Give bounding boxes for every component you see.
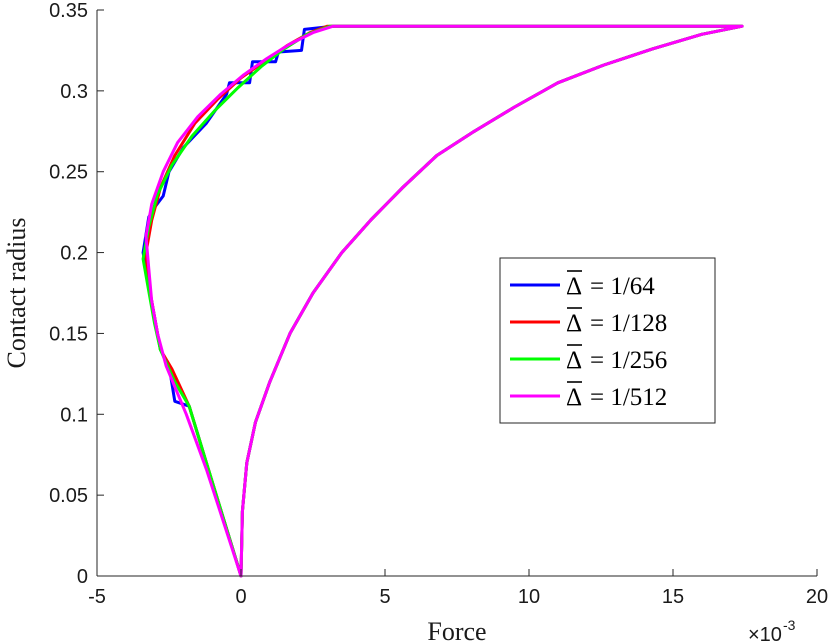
y-tick-label: 0.15 [49, 323, 88, 345]
y-tick-label: 0.3 [60, 81, 88, 103]
y-axis-title: Contact radius [2, 218, 31, 369]
series-line-4 [144, 24, 744, 578]
legend: Δ = 1/64 Δ = 1/128 Δ = 1/256 Δ = 1/512 [499, 257, 716, 424]
y-tick-label: 0.25 [49, 162, 88, 184]
axes-layer [96, 10, 817, 577]
legend-delta-symbol: Δ [566, 310, 582, 337]
x-multiplier-exponent: -3 [783, 617, 796, 633]
x-axis-title: Force [427, 617, 486, 644]
x-tick-label: 0 [235, 586, 246, 608]
series-layer [141, 24, 744, 578]
x-multiplier-base: ×10 [748, 624, 782, 644]
legend-delta-symbol: Δ [566, 384, 582, 411]
legend-delta-symbol: Δ [566, 347, 582, 374]
y-tick-label: 0.1 [60, 404, 88, 426]
x-tick-label: 10 [518, 586, 540, 608]
y-tick-label: 0.35 [49, 0, 88, 22]
x-tick-label: 5 [379, 586, 390, 608]
legend-label-3: = 1/256 [590, 347, 667, 374]
x-tick-label: 20 [806, 586, 828, 608]
x-axis-multiplier: ×10 -3 [748, 617, 796, 644]
y-tick-label: 0 [77, 566, 88, 588]
legend-label-1: = 1/64 [590, 273, 655, 300]
x-tick-label: -5 [88, 586, 106, 608]
legend-label-2: = 1/128 [590, 310, 667, 337]
y-tick-label: 0.2 [60, 243, 88, 265]
y-tick-label: 0.05 [49, 485, 88, 507]
legend-delta-symbol: Δ [566, 273, 582, 300]
legend-label-4: = 1/512 [590, 384, 667, 411]
x-tick-label: 15 [662, 586, 684, 608]
